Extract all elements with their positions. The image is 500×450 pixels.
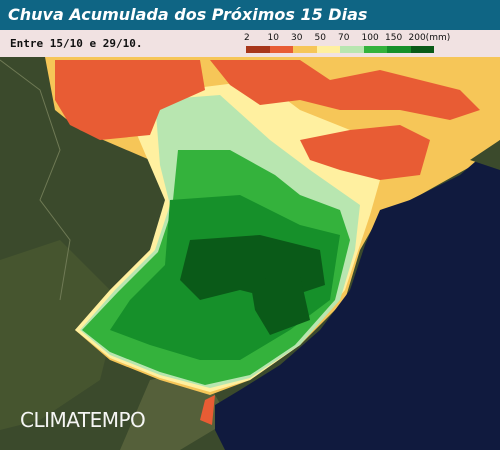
legend-label: 50 <box>314 33 326 43</box>
legend-label: 30 <box>291 33 303 43</box>
legend-swatch <box>363 46 387 53</box>
land-relief <box>0 240 120 430</box>
rain-area <box>210 60 480 120</box>
rain-area <box>200 395 215 425</box>
land <box>470 0 500 170</box>
rain-area <box>300 125 430 180</box>
rain-area <box>250 275 310 335</box>
subtitle: Entre 15/10 e 29/10. <box>10 37 143 50</box>
legend-swatch <box>316 46 340 53</box>
legend-swatch <box>269 46 293 53</box>
legend-swatch <box>340 46 364 53</box>
legend-label: 200(mm) <box>408 33 451 43</box>
legend-swatch <box>387 46 411 53</box>
ocean <box>215 140 500 450</box>
legend-label: 70 <box>338 33 350 43</box>
rain-area <box>55 60 205 140</box>
legend-label: 100 <box>361 33 379 43</box>
legend-label: 10 <box>267 33 279 43</box>
border <box>0 59 71 301</box>
title: Chuva Acumulada dos Próximos 15 Dias <box>0 0 500 30</box>
legend-label: 2 <box>244 33 250 43</box>
legend-swatch <box>246 46 270 53</box>
legend-swatch <box>293 46 317 53</box>
legend-swatch <box>410 46 434 53</box>
legend-label: 150 <box>385 33 403 43</box>
watermark: CLIMATEMPO <box>20 408 146 432</box>
